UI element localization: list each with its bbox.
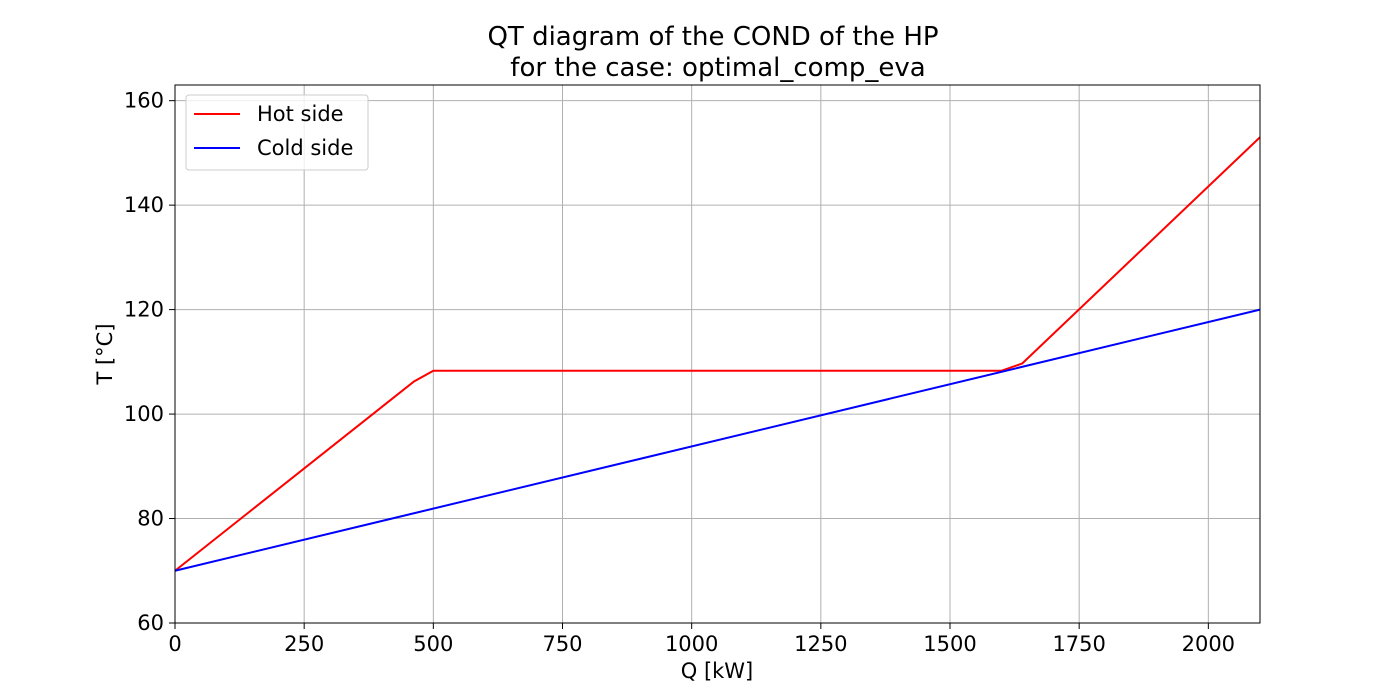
x-tick-label: 1250 xyxy=(794,632,847,656)
x-tick-label: 1000 xyxy=(665,632,718,656)
x-tick-label: 2000 xyxy=(1182,632,1235,656)
y-tick-label: 160 xyxy=(124,89,164,113)
chart-title: QT diagram of the COND of the HP xyxy=(487,22,938,52)
axis-ticks: 0 250 500 750 1000 1250 1500 1750 2000 60 80 100 120… xyxy=(124,89,1235,656)
series-lines xyxy=(174,136,1261,572)
y-tick-label: 100 xyxy=(124,402,164,426)
y-tick-label: 120 xyxy=(124,298,164,322)
legend: Hot side Cold side xyxy=(185,94,369,171)
legend-label-cold-side: Cold side xyxy=(257,136,353,160)
x-tick-label: 1500 xyxy=(923,632,976,656)
plot-area-frame xyxy=(174,84,1261,624)
y-tick-label: 80 xyxy=(137,507,164,531)
x-axis-label: Q [kW] xyxy=(681,659,754,683)
chart-subtitle: for the case: optimal_comp_eva xyxy=(510,53,925,83)
series-line-cold-side xyxy=(174,308,1261,572)
y-tick-label: 140 xyxy=(124,193,164,217)
y-axis-label: T [°C] xyxy=(93,323,117,385)
x-tick-label: 500 xyxy=(413,632,453,656)
x-tick-label: 0 xyxy=(168,632,181,656)
x-tick-label: 250 xyxy=(284,632,324,656)
x-tick-label: 1750 xyxy=(1052,632,1105,656)
y-tick-label: 60 xyxy=(137,611,164,635)
series-line-hot-side xyxy=(174,136,1261,572)
legend-label-hot-side: Hot side xyxy=(257,102,344,126)
x-tick-label: 750 xyxy=(542,632,582,656)
